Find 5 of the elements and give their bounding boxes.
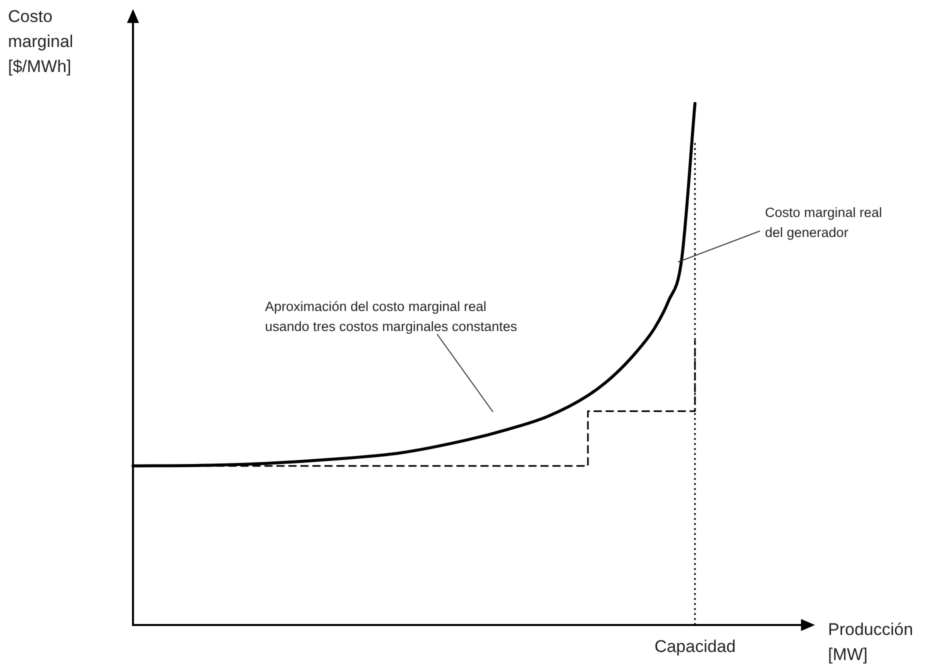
x-axis-title: Producción [MW] [828,619,914,666]
y-axis-title: Costo marginal [$/MWh] [8,6,74,78]
text: Capacidad [654,637,736,656]
annotation: Costo marginal real del generador [765,204,882,242]
annotation: Aproximación del costo marginal real usando tres costos marginales constantes [265,298,518,336]
